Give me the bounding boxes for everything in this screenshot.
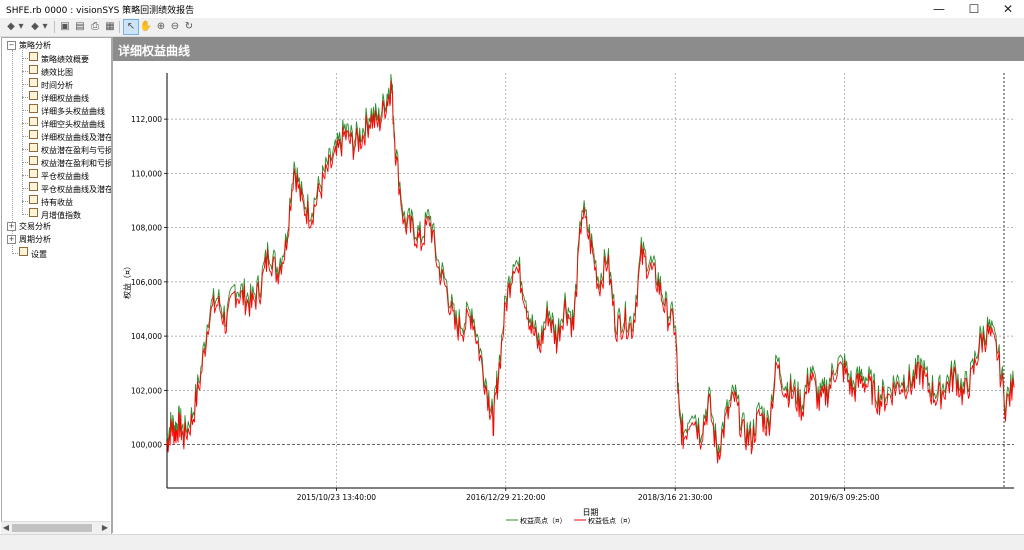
tree-item-potential-profit-loss[interactable]: 权益潜在盈利与亏损	[22, 143, 111, 155]
panel-title: 详细权益曲线	[118, 44, 191, 58]
series-line-high	[166, 73, 1015, 457]
tree-item-potential-profit-and-loss[interactable]: 权益潜在盈利和亏损	[22, 156, 111, 168]
y-tick-label: 108,000	[131, 224, 162, 233]
x-tick-label: 2015/10/23 13:40:00	[297, 493, 377, 502]
tree-item-short-equity-curve[interactable]: 详细空头权益曲线	[22, 117, 105, 129]
tree-group-label: 策略分析	[19, 41, 51, 50]
save-icon[interactable]: ▣	[60, 21, 70, 32]
minimize-button[interactable]: —	[933, 2, 945, 16]
report-icon	[29, 156, 38, 165]
x-tick-label: 2016/12/29 21:20:00	[466, 493, 546, 502]
x-axis-label: 日期	[583, 508, 599, 517]
preview-icon[interactable]: ▦	[105, 21, 115, 32]
report-icon	[29, 208, 38, 217]
tree-item-long-equity-curve[interactable]: 详细多头权益曲线	[22, 104, 105, 116]
y-tick-label: 100,000	[131, 441, 162, 450]
toolbar: ◆ ▾ ◆ ▾ ▣ ▤ ⎙ ▦ ↖ ✋ ⊕ ⊖ ↻	[0, 18, 1024, 37]
tree-group-strategy-analysis[interactable]: − 策略分析	[7, 40, 51, 52]
pointer-icon[interactable]: ↖	[123, 19, 139, 35]
legend-label-high: 权益高点（¤）	[520, 516, 566, 525]
tree-item-closed-equity-potential[interactable]: 平仓权益曲线及潜在	[22, 182, 111, 194]
zoom-in-icon[interactable]: ⊕	[156, 21, 166, 32]
tree-group-trade-analysis[interactable]: + 交易分析	[7, 222, 51, 231]
series-line-low	[166, 80, 1015, 464]
tree-item-equity-curve-potential[interactable]: 详细权益曲线及潜在	[22, 130, 111, 142]
tree-item-holding-return[interactable]: 持有收益	[22, 195, 73, 207]
report-icon	[29, 117, 38, 126]
window-title: SHFE.rb 0000 : visionSYS 策略回测绩效报告	[6, 6, 195, 16]
tree-item-closed-equity-curve[interactable]: 平仓权益曲线	[22, 169, 89, 181]
tree-group-period-analysis[interactable]: + 周期分析	[7, 235, 51, 244]
y-tick-label: 102,000	[131, 386, 162, 395]
report-icon	[29, 104, 38, 113]
maximize-button[interactable]: ☐	[968, 2, 980, 16]
forward-icon[interactable]: ◆	[31, 21, 39, 32]
report-icon	[29, 143, 38, 152]
tree-item-time-analysis[interactable]: 时间分析	[22, 78, 73, 90]
report-icon	[29, 91, 38, 100]
status-bar	[0, 534, 1024, 550]
expand-icon[interactable]: +	[7, 222, 16, 231]
report-icon	[29, 52, 38, 61]
x-tick-label: 2018/3/16 21:30:00	[638, 493, 713, 502]
plot-area	[167, 73, 1014, 488]
y-axis-label: 权益（¤）	[122, 262, 132, 299]
report-icon	[29, 195, 38, 204]
collapse-icon[interactable]: −	[7, 41, 16, 50]
tree-item-performance-ratio[interactable]: 绩效比图	[22, 65, 73, 77]
tree-horizontal-scrollbar[interactable]: ◀ ▶	[1, 521, 110, 534]
report-icon	[29, 65, 38, 74]
navigation-tree: − 策略分析 策略绩效概要 绩效比图 时间分析 详细权益曲线 详细多头权益曲线 详…	[1, 37, 112, 535]
report-icon	[29, 169, 38, 178]
print-icon[interactable]: ⎙	[91, 21, 99, 32]
tree-item-monthly-index[interactable]: 月增值指数	[22, 208, 81, 220]
x-tick-label: 2019/6/3 09:25:00	[810, 493, 880, 502]
dropdown-icon[interactable]: ▾	[42, 21, 48, 32]
tree-item-equity-curve[interactable]: 详细权益曲线	[22, 91, 89, 103]
reset-icon[interactable]: ↻	[184, 21, 194, 32]
y-tick-label: 112,000	[131, 115, 162, 124]
export-icon[interactable]: ▤	[75, 21, 85, 32]
zoom-out-icon[interactable]: ⊖	[170, 21, 180, 32]
back-icon[interactable]: ◆	[7, 21, 15, 32]
close-button[interactable]: ✕	[1002, 2, 1014, 16]
equity-curve-chart[interactable]: 100,000 102,000 104,000 106,000 108,000 110,0…	[112, 37, 1024, 533]
scrollbar-thumb[interactable]	[12, 524, 92, 532]
report-icon	[29, 182, 38, 191]
y-tick-label: 106,000	[131, 278, 162, 287]
y-tick-label: 110,000	[131, 169, 162, 178]
pan-icon[interactable]: ✋	[139, 21, 153, 32]
panel-header: 详细权益曲线	[113, 37, 1024, 61]
settings-icon	[19, 247, 28, 256]
report-icon	[29, 130, 38, 139]
tree-item-strategy-summary[interactable]: 策略绩效概要	[22, 52, 89, 64]
expand-icon[interactable]: +	[7, 235, 16, 244]
tree-item-settings[interactable]: 设置	[12, 247, 47, 259]
legend-label-low: 权益低点（¤）	[588, 516, 634, 525]
y-tick-label: 104,000	[131, 332, 162, 341]
scroll-left-icon[interactable]: ◀	[2, 523, 10, 532]
title-bar: SHFE.rb 0000 : visionSYS 策略回测绩效报告 — ☐ ✕	[0, 0, 1024, 18]
dropdown-icon[interactable]: ▾	[18, 21, 24, 32]
report-icon	[29, 78, 38, 87]
scroll-right-icon[interactable]: ▶	[101, 523, 109, 532]
